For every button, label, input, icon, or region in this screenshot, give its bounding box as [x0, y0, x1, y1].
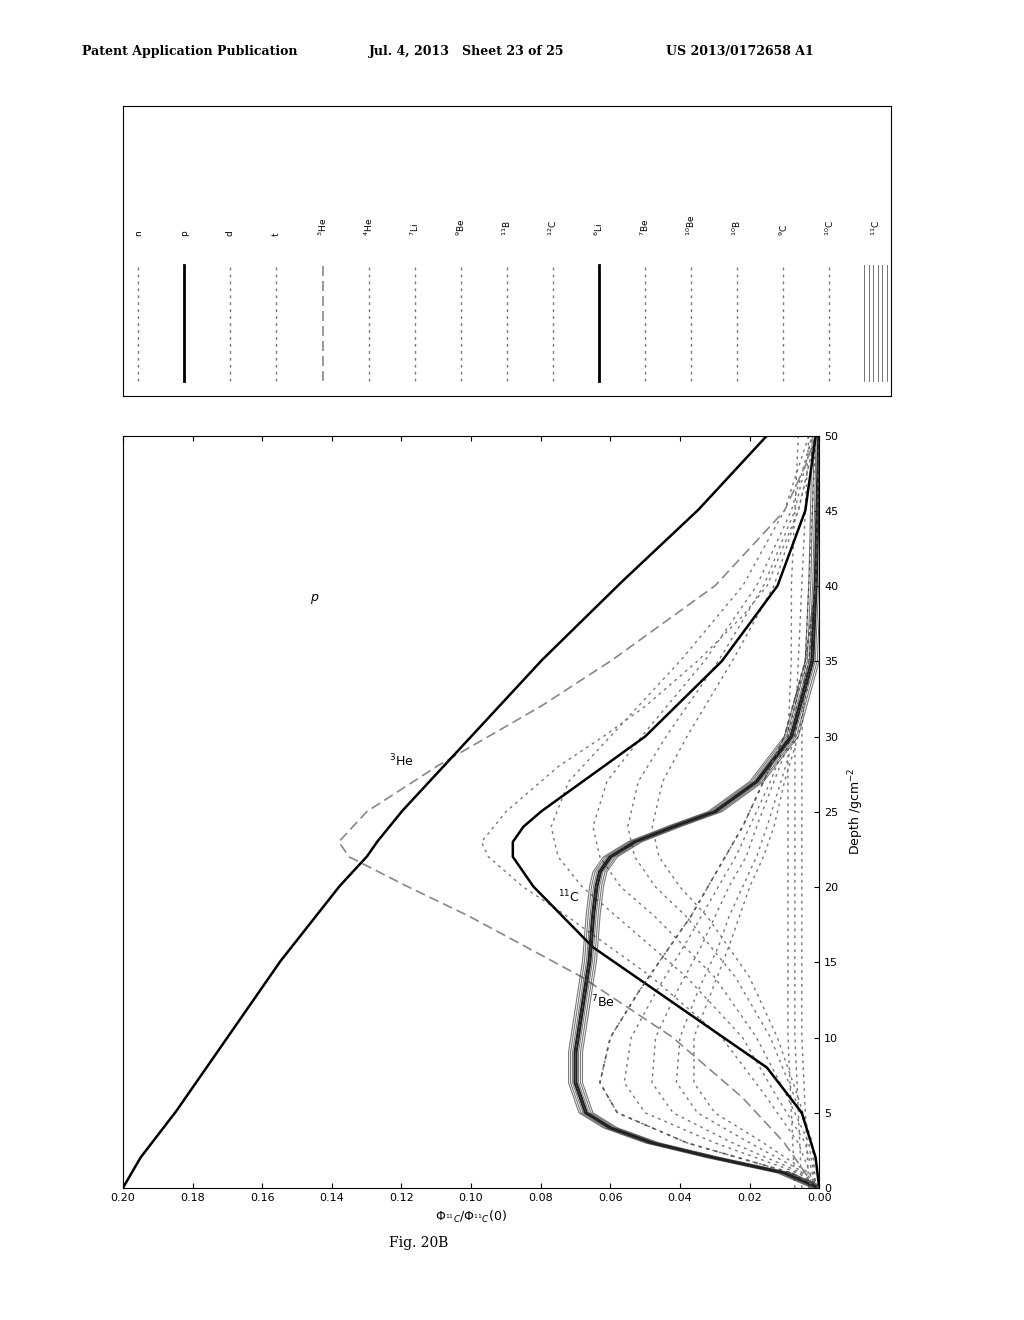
Text: $^{10}$B: $^{10}$B: [731, 220, 743, 236]
Text: $^{11}$C: $^{11}$C: [869, 220, 882, 236]
Text: US 2013/0172658 A1: US 2013/0172658 A1: [666, 45, 813, 58]
Text: $^{12}$C: $^{12}$C: [547, 220, 559, 236]
Text: $^4$He: $^4$He: [362, 218, 375, 236]
Text: $^3$He: $^3$He: [389, 752, 414, 770]
Text: p: p: [310, 591, 318, 605]
Text: Fig. 20B: Fig. 20B: [389, 1237, 449, 1250]
Text: $^7$Li: $^7$Li: [409, 223, 421, 236]
Text: $^9$Be: $^9$Be: [455, 219, 467, 236]
Text: Jul. 4, 2013   Sheet 23 of 25: Jul. 4, 2013 Sheet 23 of 25: [369, 45, 564, 58]
Y-axis label: Depth /gcm$^{-2}$: Depth /gcm$^{-2}$: [847, 768, 866, 855]
X-axis label: $\Phi_{{}^{11}C}/\Phi_{{}^{11}C}(0)$: $\Phi_{{}^{11}C}/\Phi_{{}^{11}C}(0)$: [435, 1208, 507, 1225]
Text: $^{10}$C: $^{10}$C: [823, 220, 836, 236]
Text: $^{11}$B: $^{11}$B: [501, 220, 513, 236]
Text: $^3$He: $^3$He: [316, 218, 329, 236]
Text: $^{11}$C: $^{11}$C: [558, 888, 580, 906]
Text: $^9$C: $^9$C: [777, 224, 790, 236]
Text: t: t: [272, 232, 281, 236]
Text: $^{10}$Be: $^{10}$Be: [685, 215, 697, 236]
Text: p: p: [180, 231, 188, 236]
Text: $^6$Li: $^6$Li: [593, 223, 605, 236]
Text: $^7$Be: $^7$Be: [639, 219, 651, 236]
Text: n: n: [134, 231, 142, 236]
Text: d: d: [226, 231, 234, 236]
Text: Patent Application Publication: Patent Application Publication: [82, 45, 297, 58]
Text: $^7$Be: $^7$Be: [592, 994, 615, 1010]
